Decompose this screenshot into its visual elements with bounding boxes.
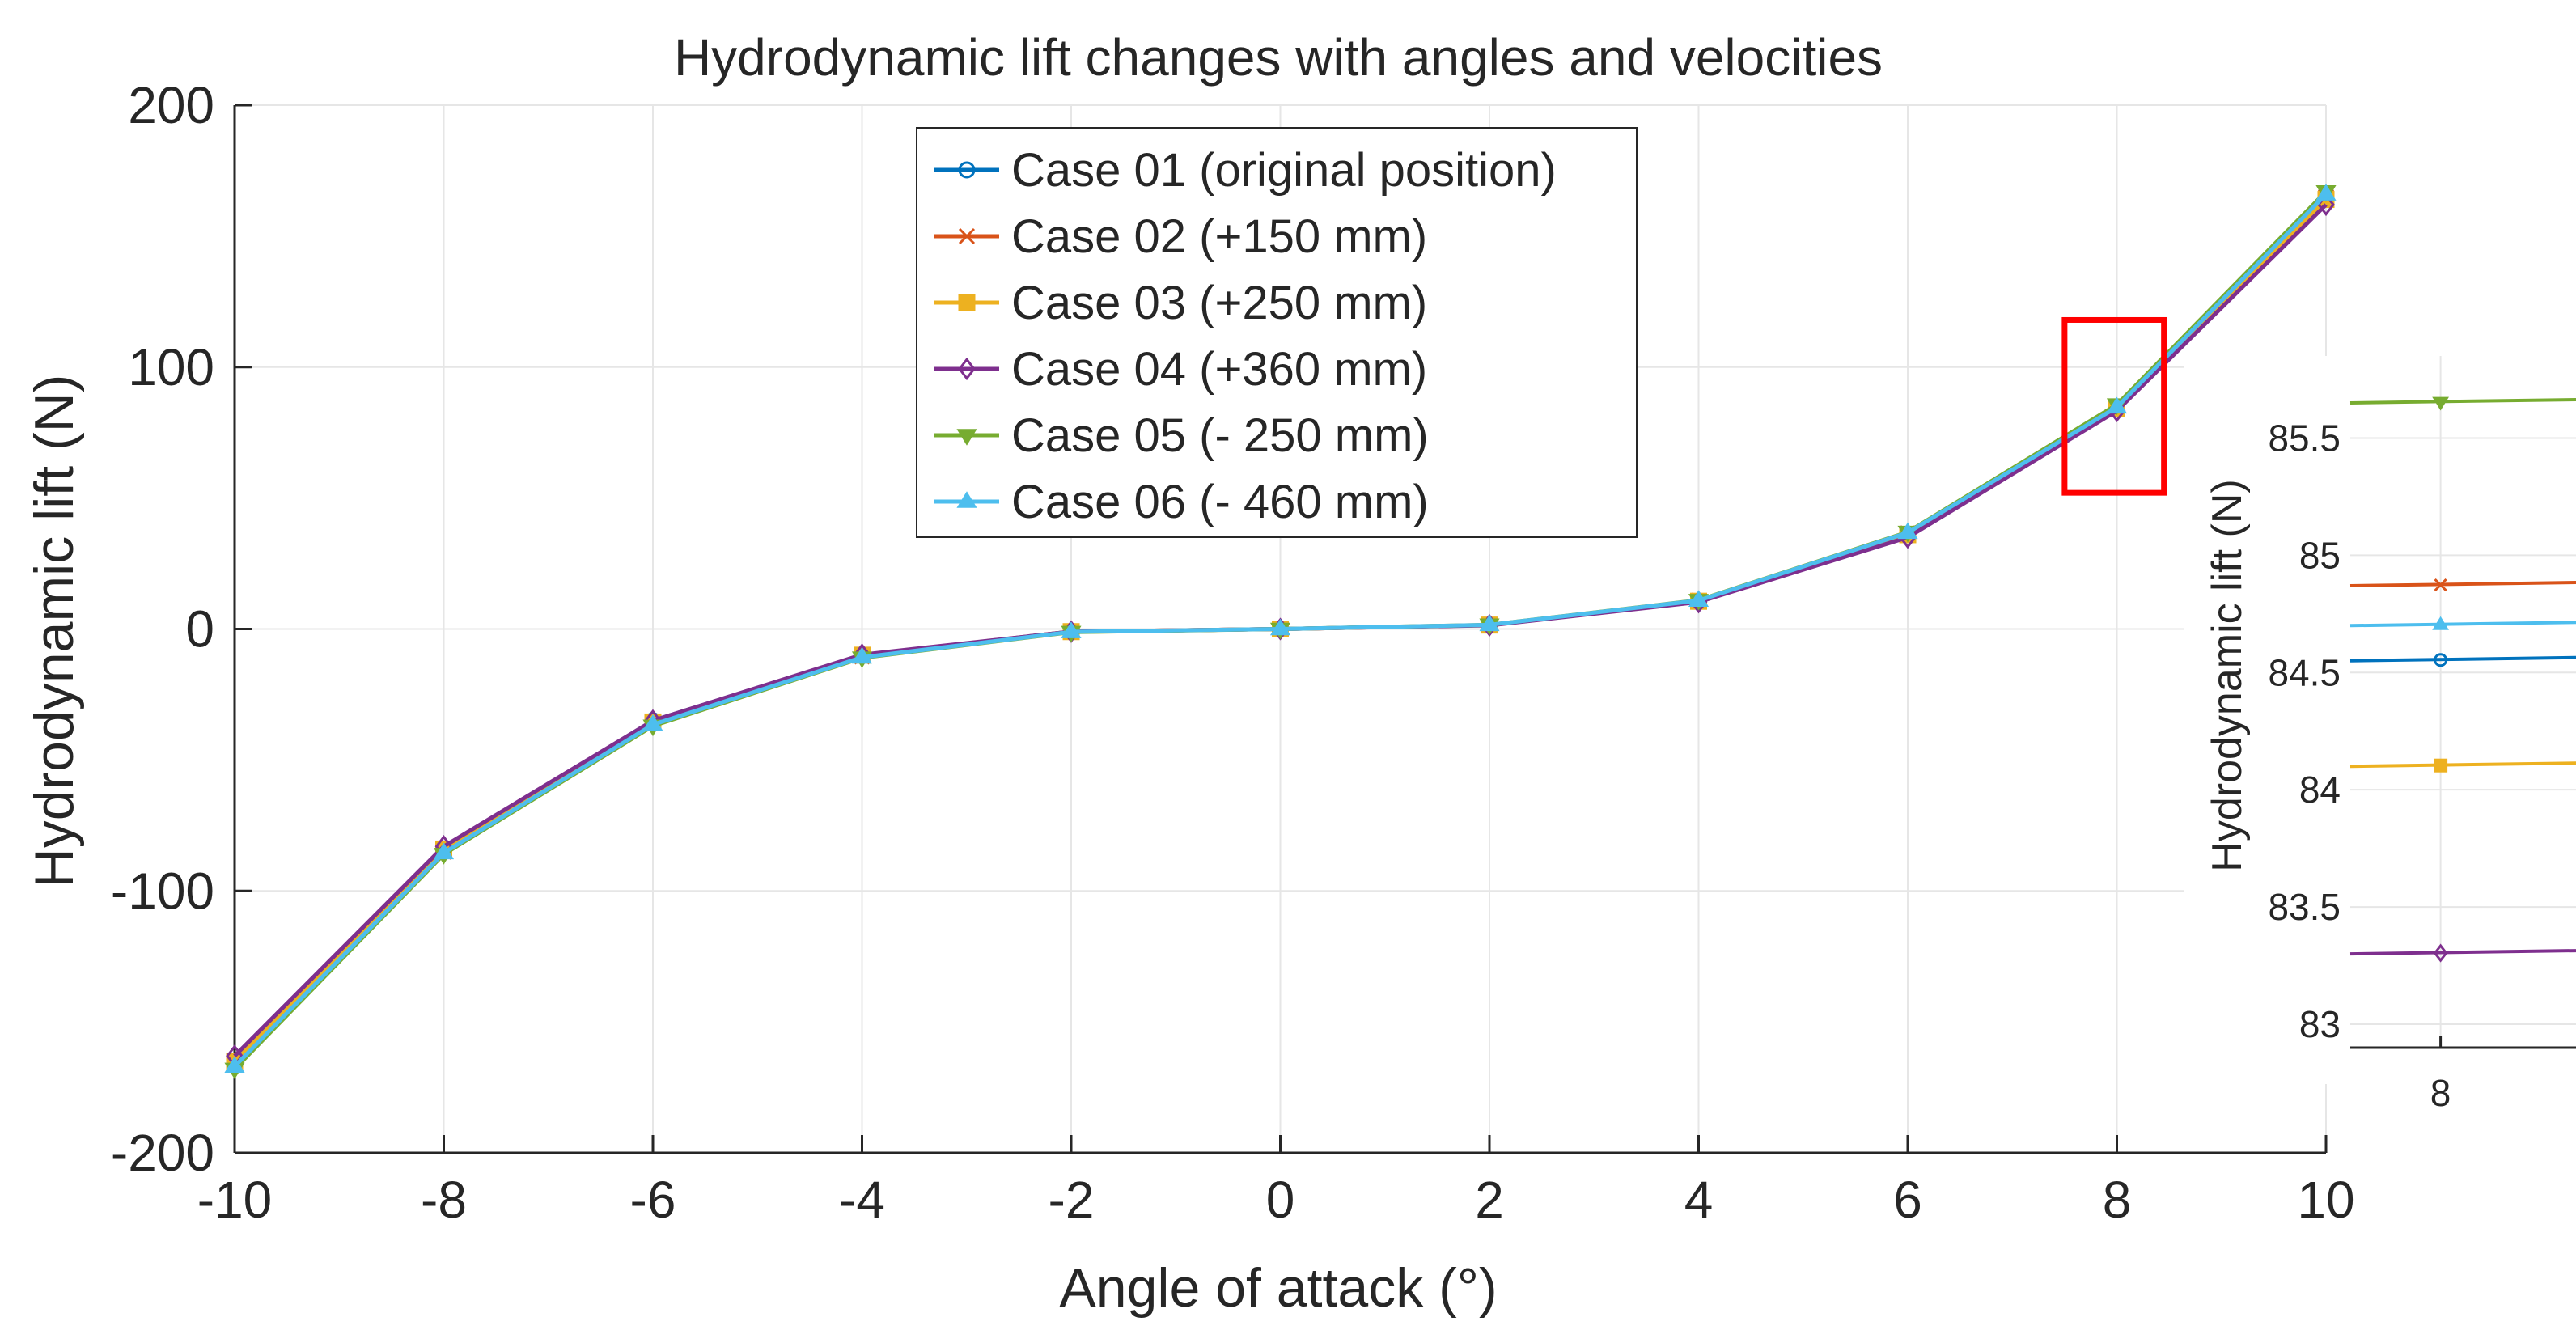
inset-series	[2349, 396, 2576, 963]
inset-y-tick-label: 84	[2299, 769, 2341, 811]
data-point	[1269, 618, 1291, 636]
legend-marker	[956, 429, 977, 446]
y-tick-label: 100	[128, 338, 214, 396]
legend-marker	[956, 491, 977, 508]
inset-x-tick-label: 8	[2430, 1072, 2451, 1114]
x-tick-label: 8	[2103, 1171, 2132, 1229]
legend-item: Case 06 (- 460 mm)	[934, 476, 1429, 528]
data-point	[1061, 621, 1082, 638]
inset-y-tick-label: 85.5	[2268, 417, 2341, 459]
inset-y-ticks: 83 83.5 84 84.5 85 85.5	[2268, 417, 2341, 1045]
data-point	[642, 714, 663, 731]
legend-label: Case 06 (- 460 mm)	[1011, 476, 1429, 528]
series-6	[224, 184, 2337, 1073]
inset-series-4	[2349, 943, 2576, 963]
inset-x-ticks: 8	[2430, 1036, 2451, 1114]
x-tick-label: 0	[1266, 1171, 1295, 1229]
inset-series-line	[2349, 761, 2576, 769]
inset-series-1	[2349, 653, 2576, 667]
legend-marker	[958, 161, 976, 179]
inset-series-line	[2349, 949, 2576, 956]
legend-item: Case 03 (+250 mm)	[934, 277, 1427, 329]
legend-box	[916, 127, 1638, 538]
inset-data-point	[2432, 616, 2449, 630]
inset-data-point	[2434, 758, 2448, 773]
zoom-highlight-box	[2061, 316, 2167, 496]
inset-series-2	[2349, 578, 2576, 592]
x-tick-label: -6	[630, 1171, 676, 1229]
data-point	[851, 646, 873, 664]
legend-label: Case 03 (+250 mm)	[1011, 277, 1427, 329]
inset-y-tick-label: 83	[2299, 1003, 2341, 1045]
legend-label: Case 02 (+150 mm)	[1011, 210, 1427, 263]
inset-data-point	[2434, 578, 2447, 592]
y-tick-label: -100	[111, 862, 214, 920]
legend: Case 01 (original position) Case 02 (+150…	[916, 127, 1638, 538]
y-tick-label: -200	[111, 1124, 214, 1182]
x-ticks: -10 -8 -6 -4 -2 0 2 4 6 8 10	[197, 1135, 2355, 1229]
legend-marker	[958, 227, 976, 245]
legend-label: Case 01 (original position)	[1011, 144, 1557, 197]
inset-series-6	[2349, 616, 2576, 630]
inset-series-3	[2349, 758, 2576, 773]
legend-marker	[958, 294, 976, 311]
main-plot: -10 -8 -6 -4 -2 0 2 4 6 8 10 -200 -100 0 100 200	[111, 76, 2355, 1229]
inset-y-tick-label: 85	[2299, 534, 2341, 576]
data-point	[1897, 522, 1918, 540]
legend-item: Case 02 (+150 mm)	[934, 210, 1427, 263]
x-tick-label: -4	[839, 1171, 885, 1229]
data-point	[1479, 614, 1500, 632]
inset-plot: 83 83.5 84 84.5 85 85.5 8 Hydrodynamic lift (…	[2184, 356, 2576, 1114]
chart-title: Hydrodynamic lift changes with angles an…	[674, 28, 1883, 87]
inset-background	[2184, 356, 2576, 1084]
inset-y-tick-label: 84.5	[2268, 651, 2341, 693]
inset-grid	[2350, 356, 2576, 1048]
legend-label: Case 04 (+360 mm)	[1011, 343, 1427, 396]
y-tick-label: 0	[185, 600, 214, 659]
x-tick-label: 10	[2297, 1171, 2354, 1229]
x-axis-label: Angle of attack (°)	[1059, 1257, 1497, 1319]
data-point	[1688, 590, 1710, 608]
data-point	[2106, 396, 2128, 414]
legend-marker	[958, 357, 976, 381]
x-tick-label: -10	[197, 1171, 273, 1229]
inset-series-line	[2349, 397, 2576, 405]
legend-item: Case 04 (+360 mm)	[934, 343, 1427, 396]
y-tick-label: 200	[128, 76, 214, 134]
inset-series-line	[2349, 655, 2576, 663]
inset-series-line	[2349, 621, 2576, 628]
inset-data-point	[2434, 653, 2448, 667]
x-tick-label: -2	[1049, 1171, 1095, 1229]
y-axis-label: Hydrodynamic lift (N)	[23, 375, 85, 888]
inset-series-5	[2349, 396, 2576, 411]
inset-y-tick-label: 83.5	[2268, 886, 2341, 928]
inset-series-line	[2349, 581, 2576, 588]
inset-data-point	[2432, 396, 2449, 411]
legend-label: Case 05 (- 250 mm)	[1011, 409, 1429, 462]
y-ticks: -200 -100 0 100 200	[111, 76, 252, 1182]
x-tick-label: 2	[1475, 1171, 1504, 1229]
data-point	[224, 1056, 245, 1073]
data-point	[433, 842, 455, 860]
x-tick-label: 6	[1893, 1171, 1922, 1229]
inset-y-axis-label: Hydrodynamic lift (N)	[2204, 479, 2251, 871]
x-tick-label: -8	[421, 1171, 467, 1229]
legend-items: Case 01 (original position) Case 02 (+150…	[934, 144, 1557, 528]
legend-item: Case 01 (original position)	[934, 144, 1557, 197]
data-point	[2315, 184, 2337, 201]
series-layer	[224, 184, 2337, 1080]
inset-data-point	[2433, 943, 2448, 963]
legend-item: Case 05 (- 250 mm)	[934, 409, 1429, 462]
x-tick-label: 4	[1684, 1171, 1714, 1229]
